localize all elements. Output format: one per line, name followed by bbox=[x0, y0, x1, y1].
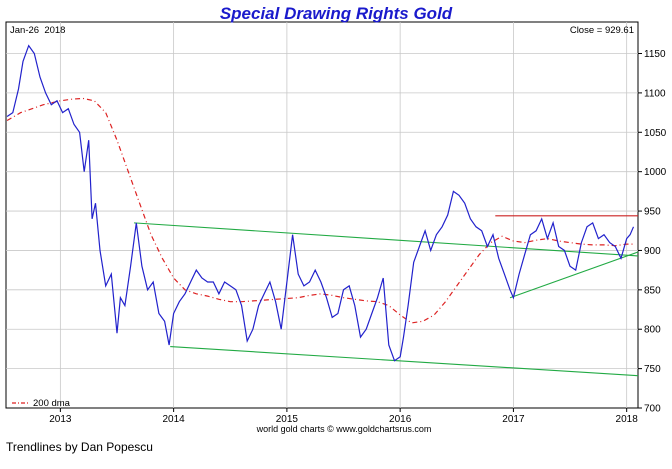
x-tick-label: 2017 bbox=[502, 414, 525, 425]
x-tick-label: 2013 bbox=[49, 414, 72, 425]
y-tick-label: 900 bbox=[644, 246, 661, 257]
y-axis: 700 750 800 850 900 950 1000 1050 1100 1150 bbox=[638, 49, 667, 415]
support-trendline bbox=[170, 346, 639, 377]
y-tick-label: 700 bbox=[644, 404, 661, 415]
y-tick-label: 950 bbox=[644, 207, 661, 218]
x-axis: 2013 2014 2015 2016 2017 2018 bbox=[49, 408, 638, 425]
credit-text: Trendlines by Dan Popescu bbox=[6, 440, 153, 454]
dma-line bbox=[6, 97, 634, 324]
x-tick-label: 2014 bbox=[163, 414, 186, 425]
x-tick-label: 2016 bbox=[389, 414, 412, 425]
y-tick-label: 850 bbox=[644, 285, 661, 296]
grid bbox=[6, 22, 638, 408]
price-line bbox=[6, 44, 635, 362]
y-tick-label: 1000 bbox=[644, 167, 667, 178]
y-tick-label: 1150 bbox=[644, 49, 666, 60]
y-tick-label: 1100 bbox=[644, 88, 666, 99]
x-tick-label: 2018 bbox=[616, 414, 639, 425]
y-tick-label: 800 bbox=[644, 325, 661, 336]
trendlines bbox=[133, 215, 639, 377]
legend-label: 200 dma bbox=[33, 398, 71, 409]
x-tick-label: 2015 bbox=[276, 414, 299, 425]
chart-title: Special Drawing Rights Gold bbox=[220, 4, 453, 23]
source-label: world gold charts © www.goldchartsrus.co… bbox=[256, 424, 432, 434]
date-label: Jan-26 2018 bbox=[10, 25, 65, 36]
plot-area bbox=[5, 21, 639, 409]
close-label: Close = 929.61 bbox=[570, 25, 634, 36]
y-tick-label: 750 bbox=[644, 364, 661, 375]
support-trendline bbox=[133, 222, 639, 257]
y-tick-label: 1050 bbox=[644, 128, 667, 139]
support-trendline bbox=[509, 251, 639, 299]
